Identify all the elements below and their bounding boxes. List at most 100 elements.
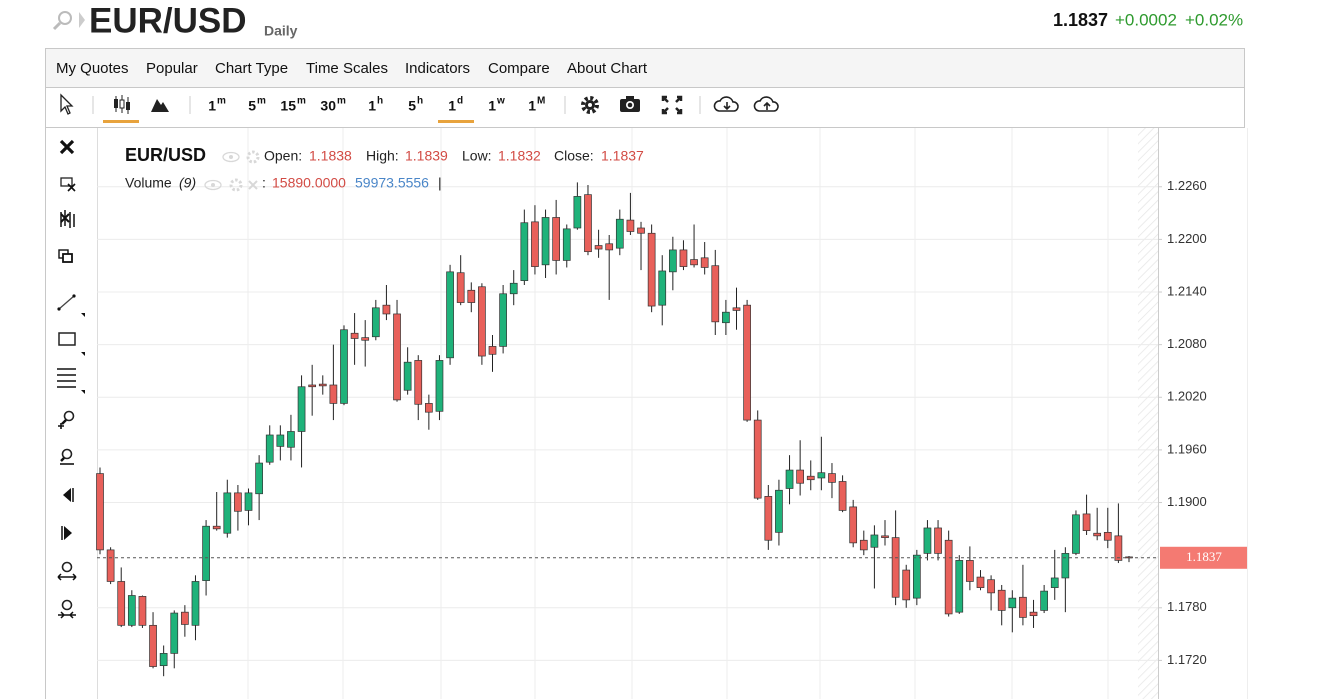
candle-body — [902, 569, 911, 601]
settings-button[interactable] — [581, 96, 599, 114]
y-grid: 1.2260 1.2200 1.2140 1.2080 1.2020 1.1960 1.19… — [97, 178, 1207, 667]
zoom-out-tool[interactable] — [60, 448, 74, 465]
x-grid — [247, 128, 1109, 699]
candle-body — [912, 554, 921, 599]
clear-studies-tool[interactable] — [60, 210, 75, 228]
candle — [743, 299, 751, 422]
candle — [414, 355, 423, 421]
candle-body — [573, 196, 582, 229]
candle-body — [541, 217, 550, 266]
period-unit: m — [217, 96, 226, 107]
close-tool[interactable] — [59, 139, 75, 155]
period-unit: m — [297, 96, 306, 107]
candle — [997, 584, 1006, 626]
period-button[interactable]: 15 m — [280, 96, 306, 114]
candle-body — [1050, 577, 1059, 588]
last-price: 1.1837 — [1053, 10, 1108, 30]
candle — [170, 610, 179, 669]
scroll-left-tool[interactable] — [63, 488, 74, 502]
menu-item[interactable]: Time Scales — [306, 60, 388, 77]
candle — [828, 463, 836, 499]
compress-tool[interactable] — [58, 599, 76, 619]
candle — [1019, 564, 1027, 626]
layers-tool[interactable] — [58, 249, 73, 263]
candle-body — [361, 337, 370, 341]
zoom-in-tool[interactable] — [58, 410, 75, 430]
candle-body — [764, 496, 773, 541]
menu-item[interactable]: My Quotes — [56, 60, 129, 77]
menu-item[interactable]: Indicators — [405, 60, 470, 77]
active-underline — [438, 120, 474, 123]
price-change-pct: +0.02% — [1185, 10, 1243, 29]
candle — [509, 270, 518, 306]
screenshot-button[interactable] — [620, 96, 640, 112]
period-number: 15 — [280, 98, 296, 114]
expand-tool[interactable] — [57, 561, 77, 581]
candle — [478, 283, 486, 365]
pointer-tool[interactable] — [60, 93, 74, 115]
candle-chart-type[interactable] — [114, 95, 130, 114]
y-tick-label: 1.2140 — [1167, 283, 1207, 298]
fullscreen-button[interactable] — [661, 95, 683, 115]
candle-body — [244, 492, 253, 511]
scroll-right-tool[interactable] — [61, 526, 72, 540]
candle — [1050, 549, 1059, 600]
candle — [1029, 599, 1038, 628]
candle — [679, 240, 688, 271]
candle-body — [425, 403, 433, 413]
menu-item[interactable]: About Chart — [567, 60, 648, 77]
candle-body — [478, 286, 486, 357]
candle — [955, 555, 964, 614]
legend-symbol: EUR/USD — [125, 145, 206, 165]
candle-body — [255, 462, 263, 495]
mountain-chart-type[interactable] — [151, 99, 169, 112]
menu-bar — [45, 48, 1245, 88]
candle-body — [881, 535, 889, 538]
menu-item[interactable]: Compare — [488, 60, 550, 77]
candle — [605, 235, 614, 300]
candle-body — [117, 581, 126, 626]
fib-tool[interactable] — [57, 368, 85, 394]
menu-item[interactable]: Chart Type — [215, 60, 288, 77]
y-tick-label: 1.2080 — [1167, 336, 1207, 351]
clear-drawings-tool[interactable] — [60, 177, 76, 192]
candle — [127, 590, 136, 628]
candle-body — [223, 492, 232, 534]
upload-button[interactable] — [753, 96, 779, 112]
candle-body — [1008, 597, 1017, 609]
period-unit: h — [417, 96, 423, 107]
candle-body — [509, 282, 518, 295]
candle — [658, 255, 667, 326]
candle-body — [711, 265, 720, 323]
candle — [753, 410, 762, 500]
menu-item[interactable]: Popular — [146, 60, 198, 77]
candle — [722, 299, 730, 335]
candle — [881, 520, 889, 546]
download-button[interactable] — [713, 96, 739, 112]
menu-items: My Quotes Popular Chart Type Time Scales Ind… — [56, 60, 648, 77]
plot: 1.1837 — [96, 182, 1247, 677]
search-icon[interactable] — [52, 11, 85, 31]
legend-icons[interactable] — [204, 150, 260, 192]
candle-body — [785, 469, 794, 489]
candle — [159, 645, 168, 677]
candle-body — [934, 527, 942, 554]
period-button[interactable]: 30 m — [320, 96, 346, 114]
rectangle-tool[interactable] — [58, 332, 85, 356]
line-tool[interactable] — [57, 294, 85, 317]
y-tick-label: 1.2020 — [1167, 389, 1207, 404]
candle-body — [276, 434, 285, 447]
candle — [520, 209, 529, 286]
candle — [350, 313, 359, 365]
y-tick-label: 1.1960 — [1167, 441, 1207, 456]
candle-body — [944, 539, 953, 615]
candle-body — [127, 595, 136, 626]
